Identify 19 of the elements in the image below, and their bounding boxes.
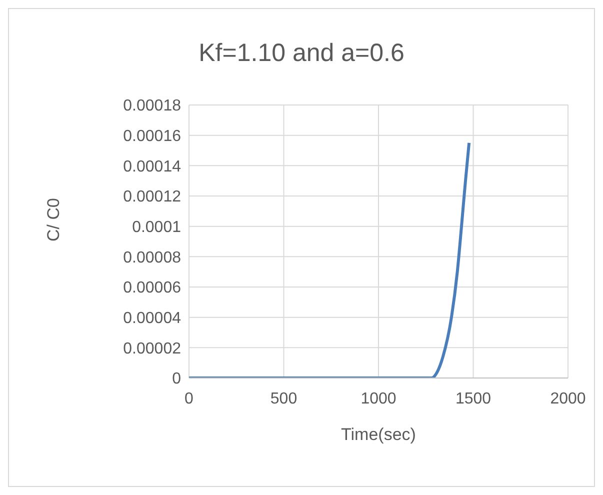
y-axis-title: C/ C0 — [44, 198, 64, 242]
x-tick-label: 500 — [270, 390, 298, 408]
y-tick-label: 0.00004 — [123, 310, 182, 328]
y-tick-label: 0.00008 — [123, 249, 182, 266]
y-tick-label: 0.00002 — [123, 340, 182, 358]
x-axis-title: Time(sec) — [341, 425, 416, 444]
y-tick-label: 0.00018 — [123, 98, 182, 115]
y-tick-label: 0.0001 — [132, 219, 182, 236]
x-tick-label: 1000 — [360, 390, 396, 408]
y-tick-label: 0.00012 — [123, 188, 182, 206]
x-tick-label: 2000 — [550, 390, 586, 408]
chart-title: Kf=1.10 and a=0.6 — [198, 39, 406, 68]
y-tick-label: 0.00014 — [123, 158, 182, 176]
x-tick-label: 0 — [184, 390, 194, 408]
y-tick-label: 0.00006 — [123, 280, 182, 297]
y-tick-label: 0.00016 — [123, 128, 182, 146]
x-tick-label: 1500 — [455, 390, 492, 408]
line-series — [189, 141, 471, 378]
y-tick-label: 0 — [172, 370, 182, 388]
